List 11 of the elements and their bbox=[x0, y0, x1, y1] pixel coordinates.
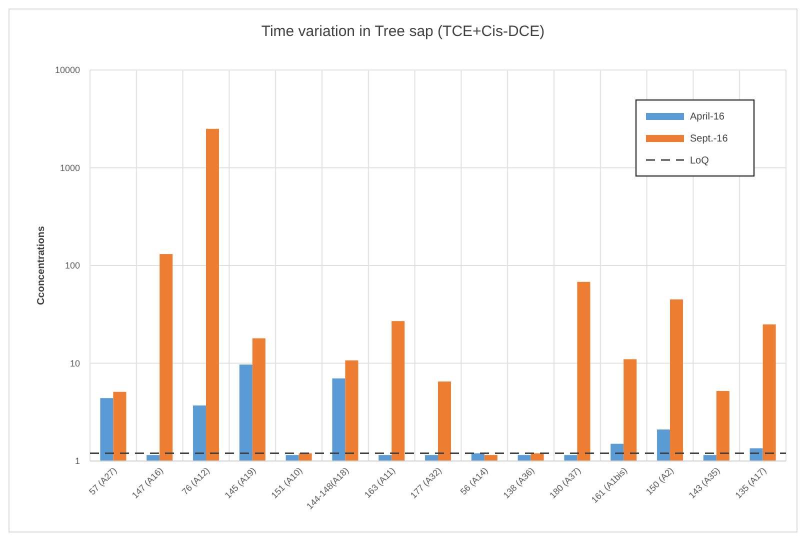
y-tick-label: 100 bbox=[64, 260, 80, 271]
y-tick-label: 1000 bbox=[60, 162, 80, 173]
y-axis-title: Cconcentrations bbox=[36, 226, 47, 305]
legend-label: Sept.-16 bbox=[690, 134, 728, 144]
legend-label: April-16 bbox=[690, 112, 725, 122]
y-tick-label: 10 bbox=[70, 358, 80, 368]
y-tick-label: 1 bbox=[74, 456, 80, 466]
x-tick-label: 150 (A2) bbox=[644, 465, 676, 497]
y-tick-label: 10000 bbox=[54, 65, 80, 76]
chart-title: Time variation in Tree sap (TCE+Cis-DCE) bbox=[261, 23, 545, 40]
legend-label: LoQ bbox=[690, 156, 710, 166]
